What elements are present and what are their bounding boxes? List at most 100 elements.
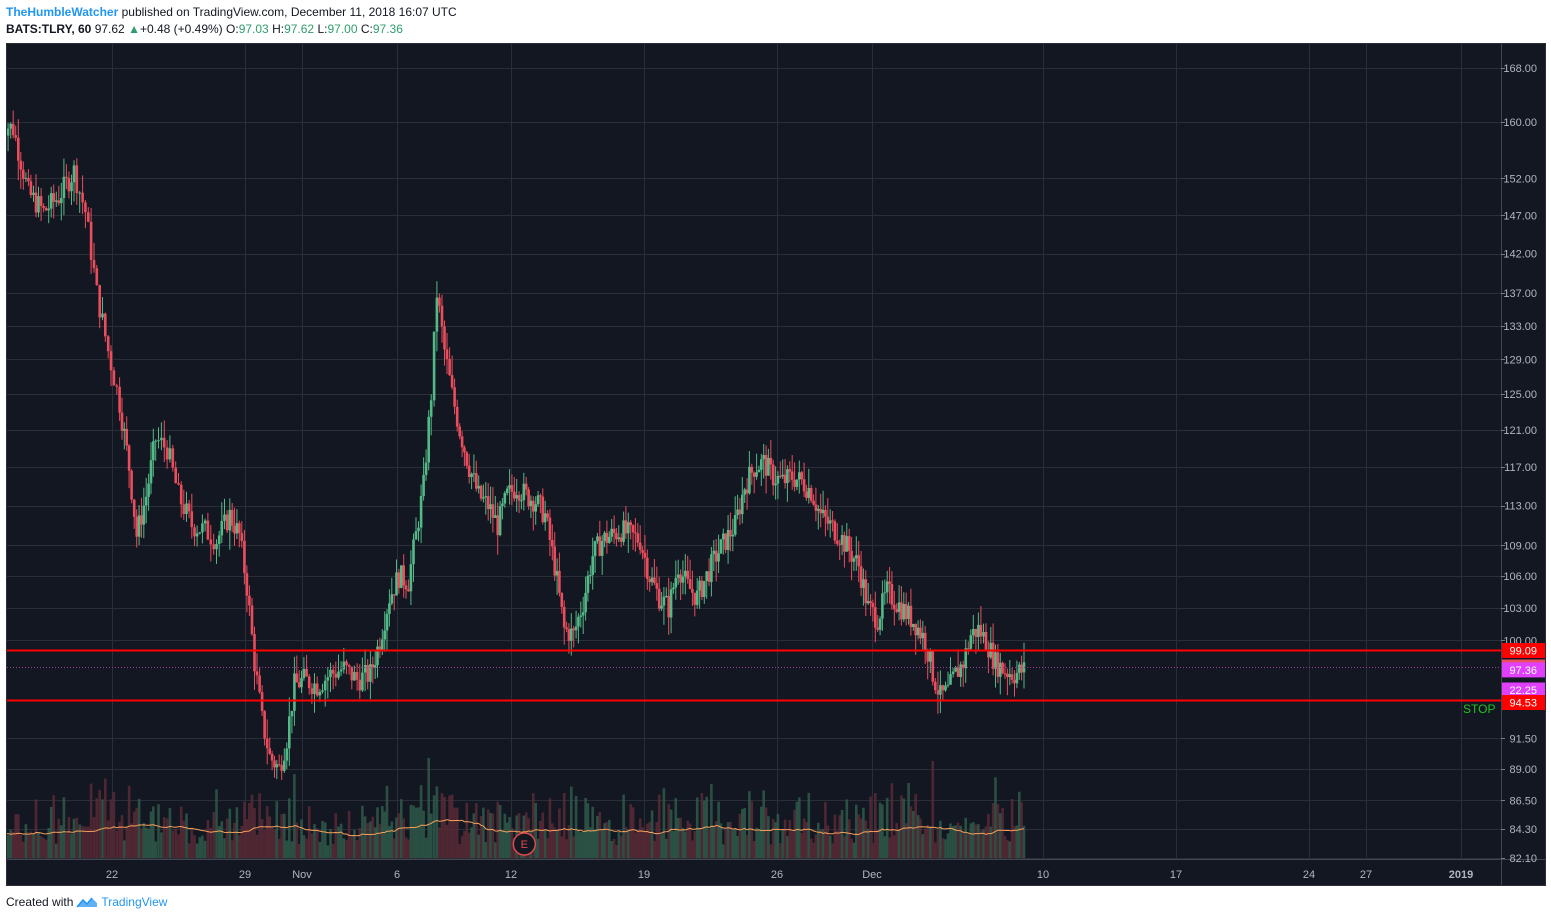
volume-bar (95, 798, 99, 858)
volume-bar (921, 834, 925, 858)
candle-body (767, 457, 770, 476)
candle-body (361, 672, 364, 691)
price-axis-label: 84.30 (1509, 824, 1537, 836)
candle-body (693, 592, 697, 605)
candle-body (376, 646, 379, 666)
volume-bar (427, 757, 430, 858)
volume-bar (838, 815, 841, 858)
candle-body (705, 571, 708, 581)
volume-bar (719, 823, 723, 858)
volume-bar (123, 840, 126, 858)
candle-body (574, 626, 578, 631)
volume-moving-average-line (7, 819, 1025, 837)
volume-bar (195, 843, 199, 858)
candle-body (366, 665, 369, 682)
candle-body (800, 472, 803, 480)
candle-body (104, 313, 107, 337)
volume-bar (562, 793, 566, 858)
volume-bar (489, 813, 492, 858)
candle-body (305, 668, 308, 677)
candle-body (984, 632, 988, 650)
volume-bar (912, 811, 915, 858)
volume-bar (643, 831, 647, 858)
volume-bar (847, 819, 851, 858)
candle-body (482, 497, 485, 499)
chart-pane[interactable]: STOP E 168.00 160.00 152.00 147.00 142.00 137.0… (6, 43, 1546, 886)
candle-body (467, 465, 471, 477)
candle-body (463, 447, 466, 453)
volume-bar (440, 793, 444, 858)
volume-bar (203, 840, 207, 858)
candle-body (888, 581, 891, 584)
candle-body (629, 522, 632, 526)
volume-bar (501, 830, 504, 858)
volume-bar (510, 827, 514, 858)
volume-bar (984, 826, 988, 858)
candle-body (1013, 679, 1016, 684)
volume-bar (11, 831, 15, 858)
volume-bar (198, 837, 202, 858)
volume-bar (385, 785, 389, 858)
volume-bar (255, 834, 259, 858)
candle-body (302, 668, 306, 678)
price-axis-label: 91.50 (1509, 733, 1537, 745)
author-link[interactable]: TheHumbleWatcher (6, 5, 119, 19)
candle-body (201, 523, 204, 533)
volume-bar (855, 804, 858, 858)
volume-bar (574, 796, 578, 858)
volume-bar (752, 841, 756, 858)
volume-bar (250, 794, 254, 858)
volume-bar (498, 805, 502, 858)
candle-body (34, 192, 38, 213)
candle-body (845, 536, 849, 552)
close-value: 97.36 (372, 22, 403, 36)
volume-bar (240, 825, 244, 858)
candle-body (57, 200, 61, 204)
volume-bar (617, 831, 621, 858)
candle-body (929, 651, 932, 662)
volume-bar (567, 825, 571, 858)
volume-bar (1001, 808, 1004, 858)
candle-body (1010, 674, 1014, 680)
candle-body (427, 416, 430, 463)
candle-body (123, 428, 126, 431)
candle-body (479, 485, 483, 499)
candle-body (419, 496, 423, 528)
candle-body (395, 572, 398, 596)
volume-bar (869, 796, 872, 858)
chart-header: TheHumbleWatcher published on TradingVie… (6, 4, 457, 38)
candle-body (358, 679, 362, 691)
volume-bar (448, 795, 451, 858)
candle-body (1020, 664, 1023, 673)
volume-bar (693, 831, 697, 858)
candle-body (812, 500, 815, 505)
chart-canvas[interactable]: STOP E 168.00 160.00 152.00 147.00 142.00 137.0… (7, 44, 1545, 885)
candle-body (843, 535, 846, 552)
candle-body (195, 533, 199, 537)
candle-body (902, 604, 906, 620)
candle-body (893, 604, 896, 610)
volume-bar (738, 813, 742, 858)
volume-bar (914, 794, 917, 858)
price-axis-label: 142.00 (1503, 249, 1537, 261)
volume-bar (999, 813, 1002, 858)
volume-bar (366, 823, 369, 858)
symbol-label: BATS:TLRY, 60 (6, 22, 92, 36)
candle-body (212, 544, 215, 550)
candle-body (89, 221, 93, 260)
volume-bar (376, 807, 379, 858)
candle-body (802, 479, 806, 492)
tradingview-brand[interactable]: TradingView (101, 895, 168, 909)
volume-bar (890, 783, 894, 858)
volume-bar (220, 821, 224, 858)
volume-bar (62, 797, 66, 858)
candle-body (826, 516, 830, 524)
candle-body (931, 651, 935, 682)
volume-bar (475, 803, 478, 858)
volume-bar (551, 823, 554, 858)
volume-bar (147, 828, 150, 858)
candle-body (748, 466, 751, 494)
volume-bar (268, 816, 271, 858)
volume-bar (665, 838, 668, 858)
candle-body (215, 544, 218, 550)
